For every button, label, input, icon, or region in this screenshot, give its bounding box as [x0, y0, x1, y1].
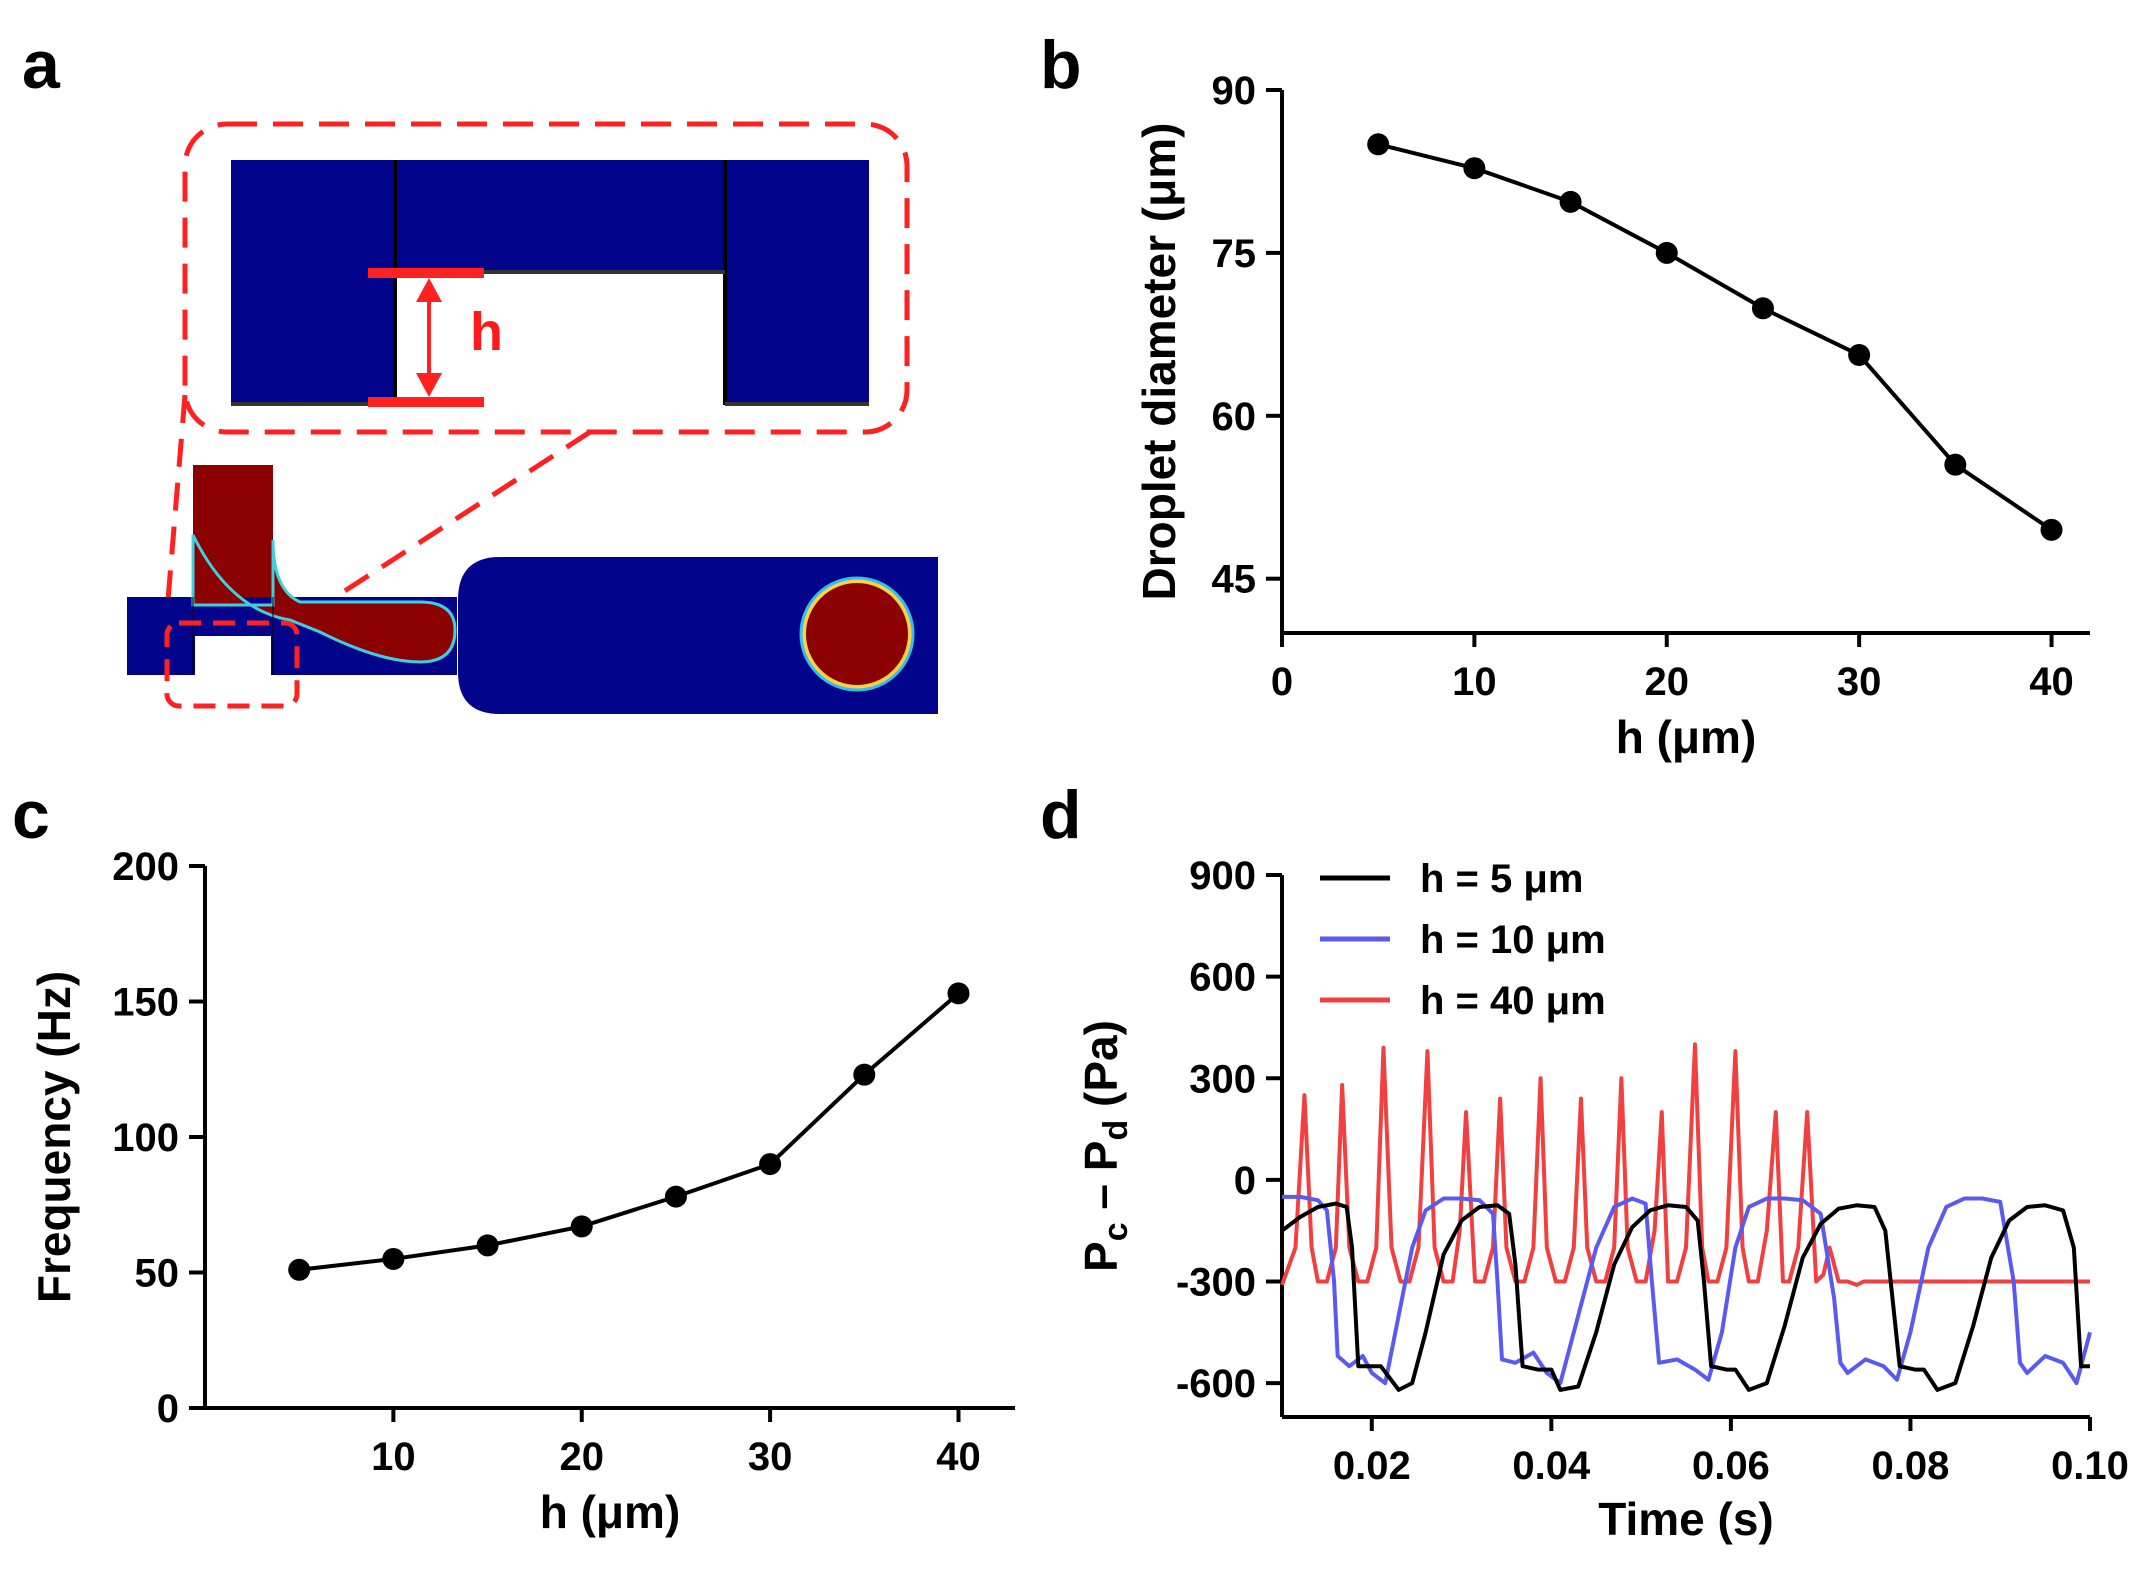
h-marker-arrow-down: [416, 373, 442, 397]
chart-c: 0 50 100 150 200 10 20 30 40 h (μm) Frequency (Hz): [28, 845, 1015, 1538]
y-axis-label-part: – P: [1075, 1141, 1127, 1223]
zoom-connector-right: [298, 429, 592, 623]
y-tick-label: 200: [112, 845, 179, 889]
series-line: [1377, 142, 2053, 532]
h-marker-top-bar: [368, 268, 484, 278]
zoom-inset: h: [182, 121, 910, 435]
h-marker-bottom-bar: [368, 397, 484, 407]
y-tick-label: 0: [157, 1387, 179, 1431]
zoom-region-dashed-box: [164, 620, 300, 709]
panel-d: d -600 -300 0 300 600 900 0.02 0.04 0.06 0.08 0.10…: [1040, 777, 2129, 1545]
legend-label: h = 40 μm: [1420, 979, 1606, 1023]
data-point: [570, 1215, 593, 1238]
panel-label-c: c: [12, 777, 50, 853]
y-tick-label: -300: [1176, 1261, 1256, 1305]
data-point: [1559, 190, 1582, 213]
panel-c: c 0 50 100 150 200 10 20 30 40 h (μm) Frequency (H…: [12, 777, 1015, 1538]
y-axis-label-part: d: [1097, 1120, 1135, 1141]
y-axis-label-part: (Pa): [1075, 1020, 1127, 1120]
data-point: [2040, 518, 2063, 541]
flow-focusing-channel: [127, 465, 938, 714]
y-tick-label: 150: [112, 981, 179, 1025]
panel-label-a: a: [22, 27, 61, 103]
panel-b: b 45 60 75 90 0 10 20 30 40 h (μm) Droplet diamete…: [1040, 27, 2090, 763]
x-tick-label: 40: [2029, 660, 2074, 704]
chart-b: 45 60 75 90 0 10 20 30 40 h (μm) Droplet diameter …: [1133, 69, 2090, 763]
h-marker-arrow-up: [416, 278, 442, 302]
y-tick-label: 45: [1212, 558, 1257, 602]
data-point: [1463, 157, 1486, 180]
x-tick-label: 0.02: [1333, 1444, 1411, 1488]
data-point: [1751, 297, 1774, 320]
series-line-h5: [1280, 1201, 2090, 1392]
y-tick-label: 75: [1212, 232, 1257, 276]
y-axis-label-part: P: [1075, 1241, 1127, 1272]
series-line: [298, 991, 960, 1272]
y-tick-label: 900: [1189, 854, 1256, 898]
y-axis-label: Pc – Pd (Pa): [1075, 1020, 1135, 1272]
data-point: [1944, 453, 1967, 476]
h-label: h: [470, 302, 503, 362]
data-point: [476, 1234, 499, 1257]
y-tick-label: 600: [1189, 956, 1256, 1000]
legend-label: h = 5 μm: [1420, 857, 1583, 901]
y-axis-label: Frequency (Hz): [28, 971, 80, 1303]
x-tick-label: 10: [1452, 660, 1497, 704]
y-axis-label-part: c: [1097, 1222, 1135, 1241]
zoom-connector-left: [165, 394, 188, 601]
y-tick-label: 100: [112, 1116, 179, 1160]
inset-channel-right: [725, 160, 869, 405]
data-point: [1848, 343, 1871, 366]
data-point: [664, 1185, 687, 1208]
droplet-edge: [799, 576, 915, 692]
x-tick-label: 20: [1645, 660, 1690, 704]
data-point: [1367, 133, 1390, 156]
x-tick-label: 10: [371, 1435, 416, 1479]
x-tick-label: 0.10: [2051, 1444, 2129, 1488]
x-tick-label: 0.06: [1692, 1444, 1770, 1488]
series-line-h10: [1282, 1194, 2092, 1386]
data-point: [288, 1258, 311, 1281]
x-tick-label: 30: [1837, 660, 1882, 704]
x-tick-label: 0.04: [1512, 1444, 1591, 1488]
constriction-gap: [195, 636, 271, 675]
y-axis-label: Droplet diameter (μm): [1133, 123, 1185, 601]
y-tick-label: 300: [1189, 1057, 1256, 1101]
y-tick-label: 90: [1212, 69, 1257, 113]
x-axis-label: Time (s): [1598, 1493, 1774, 1545]
y-tick-label: 50: [135, 1252, 180, 1296]
y-tick-label: -600: [1176, 1362, 1256, 1406]
droplet: [802, 579, 912, 689]
panel-a: a h: [22, 27, 938, 714]
inset-channel-left: [231, 160, 395, 405]
inset-channel-top: [395, 160, 725, 272]
dispersed-phase-thread: [191, 534, 457, 664]
x-tick-label: 0: [1271, 660, 1293, 704]
x-tick-label: 40: [936, 1435, 981, 1479]
panel-label-b: b: [1040, 27, 1082, 103]
data-point: [759, 1153, 782, 1176]
x-tick-label: 30: [748, 1435, 793, 1479]
x-tick-label: 20: [559, 1435, 604, 1479]
chart-d: -600 -300 0 300 600 900 0.02 0.04 0.06 0.08 0.10 h …: [1075, 854, 2129, 1545]
x-axis-label: h (μm): [1616, 711, 1757, 763]
x-axis-label: h (μm): [540, 1486, 681, 1538]
series-line-h40: [1280, 1042, 2090, 1287]
y-tick-label: 60: [1212, 395, 1257, 439]
legend-label: h = 10 μm: [1420, 918, 1606, 962]
y-tick-label: 0: [1234, 1159, 1256, 1203]
data-point: [382, 1247, 405, 1270]
data-point: [1655, 241, 1678, 264]
inset-gap-white: [395, 272, 725, 405]
inset-dashed-frame: [182, 121, 910, 435]
x-tick-label: 0.08: [1872, 1444, 1950, 1488]
panel-label-d: d: [1040, 777, 1082, 853]
data-point: [853, 1063, 876, 1086]
data-point: [947, 982, 970, 1005]
